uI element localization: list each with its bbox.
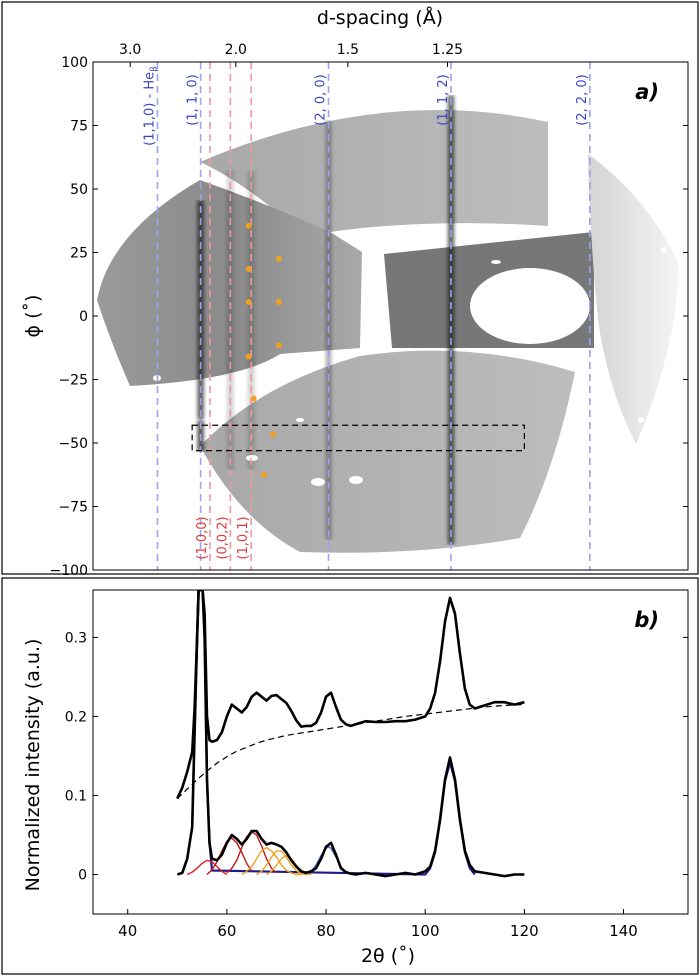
orange-spot [275, 342, 282, 349]
panel-b-yticks: 0 0.1 0.2 0.3 [65, 630, 688, 883]
orange-spot [245, 299, 252, 306]
panel-a-frame [1, 1, 699, 575]
panel-a-ytick-label: 75 [70, 119, 88, 135]
orange-spot [275, 299, 282, 306]
panel-b-label: b) [634, 608, 659, 632]
background-curve [176, 704, 525, 800]
panel-a-ytick-label: 0 [79, 309, 88, 325]
fit-peak [186, 859, 228, 876]
blue-reflection-label: (2, 2, 0) [575, 74, 590, 126]
panel-a-yticks: 100 75 50 25 0 −25 −50 −75 −100 [50, 55, 688, 579]
orange-spot [275, 255, 282, 262]
detector-speck [246, 455, 258, 461]
panel-a-toptick-label: 3.0 [119, 42, 141, 58]
blue-reflection-label: (1, 1, 0) [186, 74, 201, 126]
integration-box [191, 424, 525, 452]
detector-speck [349, 476, 363, 484]
detector-speck [638, 417, 644, 423]
orange-spot [261, 471, 268, 478]
panel-b-xtick-label: 40 [118, 922, 137, 940]
fit-peak [206, 837, 253, 876]
panel-a-ytick-label: 100 [61, 55, 88, 71]
detector-hole [470, 268, 590, 344]
panel-b-xtick-label: 120 [510, 922, 539, 940]
detector-wedge-top [200, 109, 548, 232]
blue-reflection-label: (1,1,0) - Heβ [142, 66, 159, 146]
orange-spot [245, 266, 252, 273]
orange-spot [250, 395, 257, 402]
red-reflection-label: (1,0,1) [236, 516, 251, 559]
panel-b-xtick-label: 140 [609, 922, 638, 940]
diffraction-streak [198, 200, 204, 420]
data-curve [176, 590, 525, 800]
panel-b-ytick-label: 0.2 [65, 709, 87, 725]
panel-b: 0 0.1 0.2 0.3 40 60 80 100 120 140 2θ (˚) Normal… [22, 589, 689, 967]
panel-a-title: d-spacing (Å) [317, 6, 443, 29]
panel-b-ytick-label: 0.3 [65, 630, 87, 646]
orange-spot [245, 222, 252, 229]
detector-wedge-far [588, 154, 679, 444]
panel-a-topticks: 3.0 2.0 1.5 1.25 [119, 42, 463, 67]
panel-a-toptick-label: 2.0 [225, 42, 247, 58]
panel-a: 100 75 50 25 0 −25 −50 −75 −100 3.0 2.0 1.5 1.25 (1… [22, 6, 689, 579]
detector-image [97, 95, 679, 553]
panel-b-axes [92, 589, 689, 915]
panel-b-series [176, 590, 525, 878]
panel-a-ytick-label: −75 [58, 500, 88, 516]
panel-b-ytick-label: 0.1 [65, 788, 87, 804]
blue-reflection-label: (2, 0, 0) [314, 74, 329, 126]
panel-a-label: a) [635, 80, 659, 104]
detector-wedge-bottom [200, 350, 575, 553]
panel-b-xtick-label: 100 [411, 922, 440, 940]
reflection-lines [156, 62, 591, 570]
red-reflection-label: (1,0,0) [195, 516, 210, 559]
panel-b-frame [1, 577, 699, 975]
panel-b-ylabel: Normalized intensity (a.u.) [22, 639, 44, 892]
panel-a-toptick-label: 1.5 [337, 42, 359, 58]
panel-b-xtick-label: 60 [217, 922, 236, 940]
detector-speck [311, 478, 325, 486]
reflection-labels: (1,1,0) - Heβ (1, 1, 0) (2, 0, 0) (1, 1, 2)… [142, 66, 589, 560]
detector-speck [491, 260, 501, 264]
panel-b-xticks: 40 60 80 100 120 140 [118, 909, 638, 940]
orange-spot [245, 353, 252, 360]
data-curve [176, 590, 525, 878]
red-reflection-label: (0,0,2) [215, 516, 230, 559]
panel-a-ytick-label: 50 [70, 182, 88, 198]
orange-spots [245, 222, 282, 478]
panel-a-ytick-label: −50 [58, 436, 88, 452]
fit-peak [241, 846, 302, 876]
panel-a-ylabel: ϕ (˚) [22, 295, 44, 338]
fit-peak [256, 850, 307, 876]
orange-spot [269, 431, 276, 438]
detector-speck [296, 418, 304, 422]
panel-b-ytick-label: 0 [78, 867, 87, 883]
fit-peak [191, 590, 476, 876]
panel-b-xlabel: 2θ (˚) [361, 945, 415, 967]
panel-b-xtick-label: 80 [316, 922, 335, 940]
panel-a-toptick-label: 1.25 [432, 42, 463, 58]
panel-a-ytick-label: 25 [70, 246, 88, 262]
panel-a-ytick-label: −100 [50, 563, 88, 579]
panel-a-ytick-label: −25 [58, 373, 88, 389]
blue-reflection-label: (1, 1, 2) [436, 74, 451, 126]
detector-speck [661, 247, 667, 253]
